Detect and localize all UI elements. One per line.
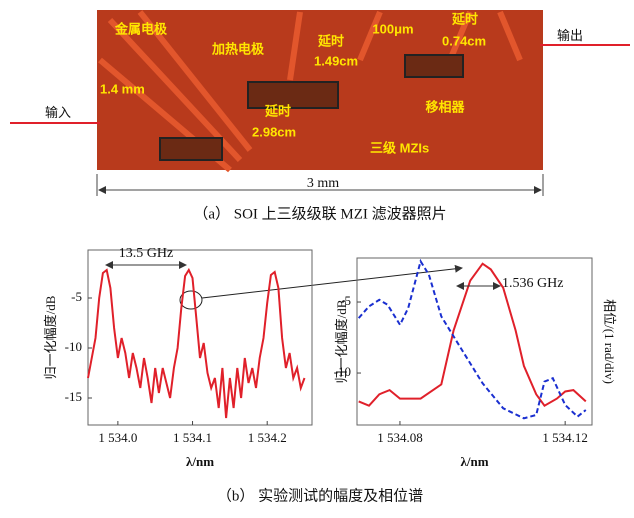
- photo-label: 2.98cm: [252, 124, 296, 139]
- photo-label: 金属电极: [114, 21, 168, 36]
- annotation: 13.5 GHz: [119, 246, 173, 261]
- photo-label: 100μm: [372, 21, 413, 36]
- y-tick-label: -15: [65, 389, 82, 404]
- y-tick-label: -10: [65, 339, 82, 354]
- photo-label: 延时: [264, 103, 291, 118]
- x-tick-label: 1 534.0: [98, 430, 137, 445]
- y-tick-label: -5: [71, 289, 82, 304]
- annotation: 1.536 GHz: [502, 276, 563, 291]
- plot-frame: [356, 257, 593, 426]
- photo-label: 延时: [451, 11, 478, 26]
- photo-label: 三级 MZIs: [370, 140, 429, 155]
- y-axis-label: 归一化幅度/dB: [43, 295, 58, 379]
- zoom-ellipse: [179, 290, 203, 310]
- x-tick-label: 1 534.12: [542, 430, 588, 445]
- plot-frame: [87, 249, 313, 426]
- chip-devices: [159, 54, 464, 161]
- caption: （a） SOI 上三级级联 MZI 滤波器照片: [193, 205, 446, 222]
- data-line: [87, 267, 306, 419]
- x-axis-label: λ/nm: [186, 454, 214, 469]
- photo-label: 加热电极: [211, 41, 265, 56]
- photo-label: 移相器: [425, 99, 465, 114]
- photo-label: 延时: [317, 33, 344, 48]
- caption: （b） 实验测试的幅度及相位谱: [217, 487, 423, 504]
- photo-label: 输出: [557, 28, 583, 43]
- x-tick-label: 1 534.2: [248, 430, 287, 445]
- y-tick-label: -5: [340, 293, 351, 308]
- data-line: [358, 262, 587, 408]
- zoom-arrow: [201, 264, 463, 299]
- photo-label: 3 mm: [307, 176, 339, 191]
- x-tick-label: 1 534.1: [173, 430, 212, 445]
- x-tick-label: 1 534.08: [377, 430, 423, 445]
- y-tick-label: -10: [334, 364, 351, 379]
- photo-label: 1.49cm: [314, 53, 358, 68]
- x-axis-label: λ/nm: [460, 454, 488, 469]
- y-axis-label: 归一化幅度/dB: [334, 299, 349, 383]
- photo-label: 1.4 mm: [100, 81, 145, 96]
- photo-label: 0.74cm: [442, 33, 486, 48]
- data-line: [357, 258, 587, 420]
- photo-label: 输入: [45, 105, 71, 120]
- chip-pattern: [98, 10, 523, 173]
- y2-axis-label: 相位/(1 rad/div): [602, 299, 617, 384]
